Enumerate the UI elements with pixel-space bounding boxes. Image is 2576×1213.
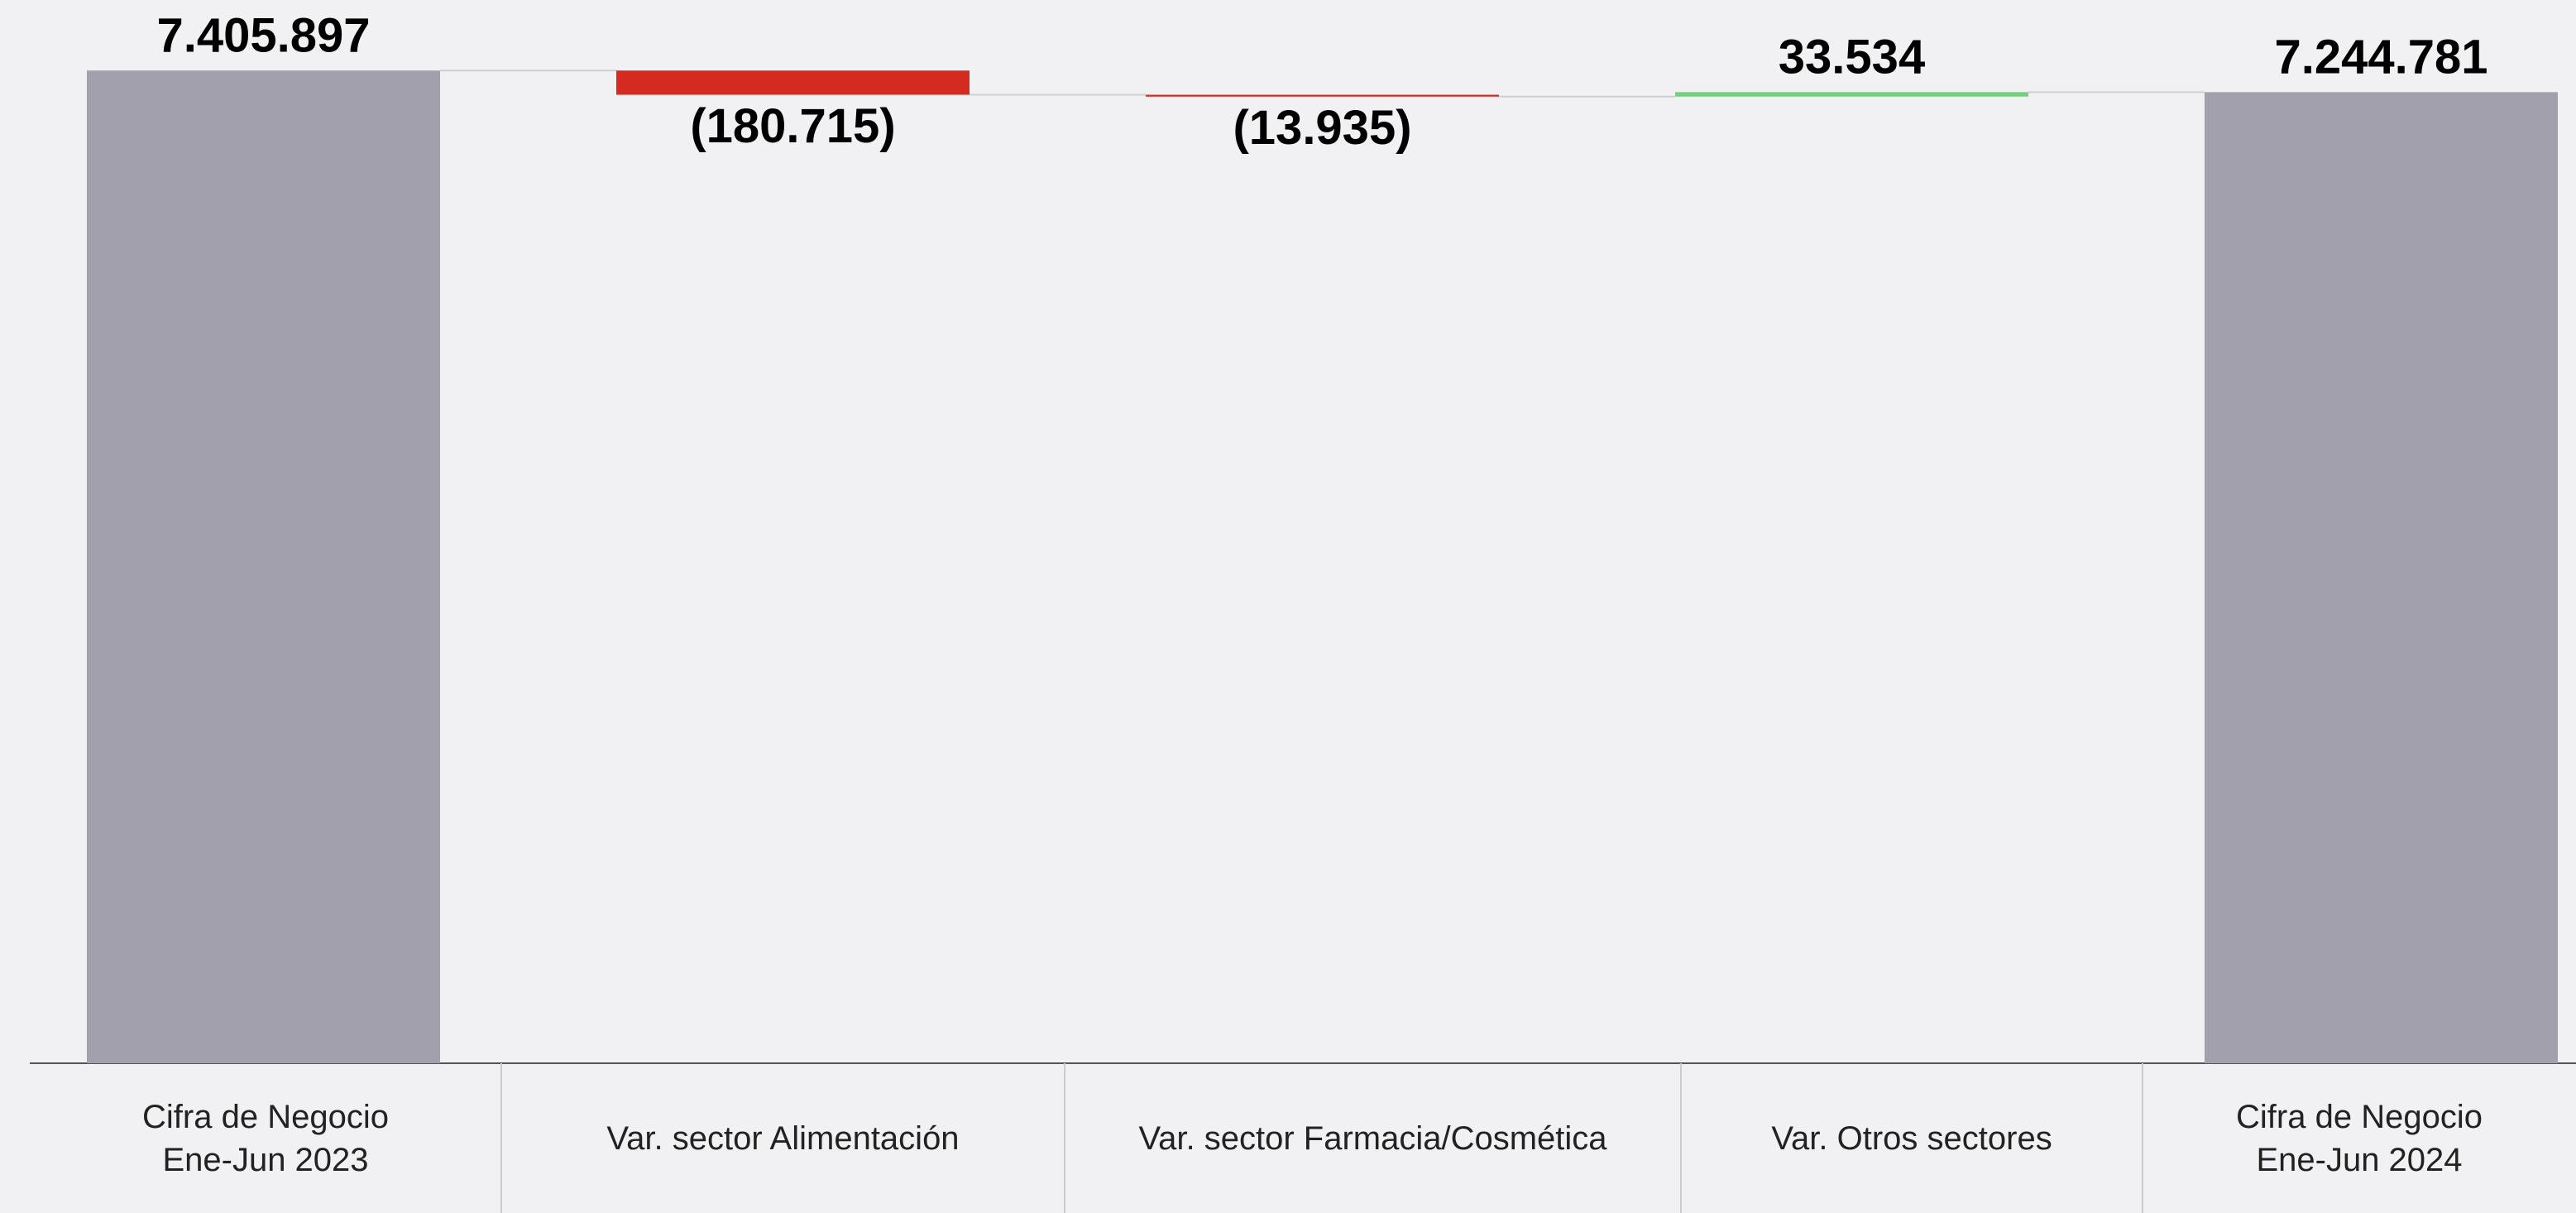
- value-label: 33.534: [1779, 31, 1925, 84]
- bar: [1675, 92, 2028, 97]
- value-label: 7.244.781: [2274, 31, 2487, 84]
- category-label: Cifra de Negocio Ene-Jun 2023: [142, 1099, 389, 1178]
- value-label: (13.935): [1233, 101, 1411, 155]
- bar: [2205, 92, 2558, 1064]
- category-label: Var. Otros sectores: [1771, 1120, 2052, 1157]
- category-label: Var. sector Farmacia/Cosmética: [1138, 1120, 1607, 1157]
- value-label: 7.405.897: [156, 9, 370, 63]
- bar: [1146, 94, 1499, 97]
- bar: [87, 70, 440, 1064]
- value-label: (180.715): [690, 99, 895, 153]
- category-label: Cifra de Negocio Ene-Jun 2024: [2236, 1099, 2483, 1178]
- bar: [616, 70, 970, 95]
- category-label: Var. sector Alimentación: [606, 1120, 960, 1157]
